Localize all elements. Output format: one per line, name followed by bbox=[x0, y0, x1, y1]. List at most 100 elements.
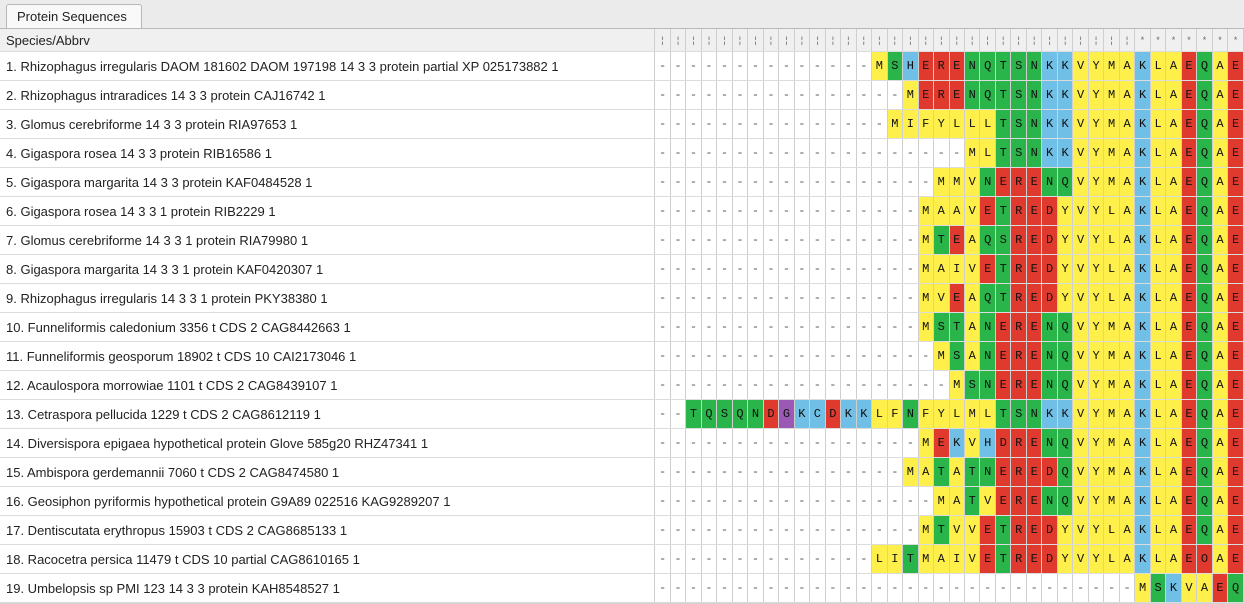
species-cell[interactable]: 11. Funneliformis geosporum 18902 t CDS … bbox=[0, 342, 655, 371]
residue-cell: N bbox=[1042, 487, 1057, 516]
residue-cell: K bbox=[1135, 371, 1150, 400]
residue-cell: N bbox=[1042, 342, 1057, 371]
residue-cell: - bbox=[655, 197, 670, 226]
residue-cell: L bbox=[1150, 52, 1165, 81]
species-cell[interactable]: 15. Ambispora gerdemannii 7060 t CDS 2 C… bbox=[0, 458, 655, 487]
residue-cell: T bbox=[995, 255, 1010, 284]
residue-cell: - bbox=[717, 255, 732, 284]
residue-cell: A bbox=[934, 197, 949, 226]
residue-cell: Y bbox=[1088, 226, 1103, 255]
species-cell[interactable]: 1. Rhizophagus irregularis DAOM 181602 D… bbox=[0, 52, 655, 81]
species-cell[interactable]: 8. Gigaspora margarita 14 3 3 1 protein … bbox=[0, 255, 655, 284]
residue-cell: - bbox=[810, 429, 825, 458]
residue-cell: - bbox=[841, 284, 856, 313]
residue-cell: M bbox=[918, 226, 933, 255]
residue-cell: E bbox=[1181, 371, 1196, 400]
species-cell[interactable]: 18. Racocetra persica 11479 t CDS 10 par… bbox=[0, 545, 655, 574]
residue-cell: M bbox=[949, 371, 964, 400]
residue-cell: I bbox=[887, 545, 902, 574]
residue-cell: - bbox=[763, 168, 778, 197]
residue-cell: Y bbox=[1088, 313, 1103, 342]
residue-cell: - bbox=[872, 429, 887, 458]
species-cell[interactable]: 13. Cetraspora pellucida 1229 t CDS 2 CA… bbox=[0, 400, 655, 429]
residue-cell: - bbox=[1073, 574, 1088, 603]
species-cell[interactable]: 6. Gigaspora rosea 14 3 3 1 protein RIB2… bbox=[0, 197, 655, 226]
residue-cell: - bbox=[887, 458, 902, 487]
residue-cell: - bbox=[732, 545, 747, 574]
residue-cell: F bbox=[918, 110, 933, 139]
residue-cell: - bbox=[686, 487, 701, 516]
tab-protein-sequences[interactable]: Protein Sequences bbox=[6, 4, 142, 28]
residue-cell: - bbox=[887, 429, 902, 458]
residue-cell: Y bbox=[1057, 197, 1072, 226]
residue-cell: - bbox=[918, 371, 933, 400]
residue-cell: Q bbox=[1197, 197, 1212, 226]
residue-cell: A bbox=[1119, 313, 1134, 342]
residue-cell: - bbox=[856, 342, 871, 371]
residue-cell: K bbox=[856, 400, 871, 429]
residue-cell: A bbox=[1212, 139, 1227, 168]
ruler-col: ¦ bbox=[964, 29, 979, 52]
residue-cell: - bbox=[748, 516, 763, 545]
species-cell[interactable]: 2. Rhizophagus intraradices 14 3 3 prote… bbox=[0, 81, 655, 110]
species-cell[interactable]: 3. Glomus cerebriforme 14 3 3 protein RI… bbox=[0, 110, 655, 139]
residue-cell: K bbox=[1135, 52, 1150, 81]
residue-cell: - bbox=[717, 371, 732, 400]
residue-cell: V bbox=[1073, 487, 1088, 516]
residue-cell: R bbox=[1011, 284, 1026, 313]
species-cell[interactable]: 16. Geosiphon pyriformis hypothetical pr… bbox=[0, 487, 655, 516]
residue-cell: - bbox=[872, 313, 887, 342]
residue-cell: - bbox=[763, 197, 778, 226]
residue-cell: A bbox=[1166, 516, 1181, 545]
residue-cell: - bbox=[887, 168, 902, 197]
residue-cell: A bbox=[949, 458, 964, 487]
residue-cell: Y bbox=[1088, 52, 1103, 81]
residue-cell: - bbox=[841, 574, 856, 603]
ruler-col: ¦ bbox=[841, 29, 856, 52]
residue-cell: - bbox=[825, 110, 840, 139]
residue-cell: M bbox=[1104, 168, 1119, 197]
residue-cell: - bbox=[717, 110, 732, 139]
species-cell[interactable]: 9. Rhizophagus irregularis 14 3 3 1 prot… bbox=[0, 284, 655, 313]
residue-cell: K bbox=[1135, 110, 1150, 139]
species-cell[interactable]: 10. Funneliformis caledonium 3356 t CDS … bbox=[0, 313, 655, 342]
residue-cell: - bbox=[825, 458, 840, 487]
residue-cell: E bbox=[918, 81, 933, 110]
residue-cell: M bbox=[964, 139, 979, 168]
residue-cell: M bbox=[1104, 52, 1119, 81]
species-cell[interactable]: 4. Gigaspora rosea 14 3 3 protein RIB165… bbox=[0, 139, 655, 168]
species-cell[interactable]: 12. Acaulospora morrowiae 1101 t CDS 2 C… bbox=[0, 371, 655, 400]
residue-cell: E bbox=[1026, 545, 1041, 574]
species-cell[interactable]: 7. Glomus cerebriforme 14 3 3 1 protein … bbox=[0, 226, 655, 255]
residue-cell: - bbox=[779, 226, 794, 255]
residue-cell: - bbox=[670, 458, 685, 487]
residue-cell: - bbox=[903, 342, 918, 371]
residue-cell: A bbox=[934, 545, 949, 574]
residue-cell: E bbox=[1181, 139, 1196, 168]
species-cell[interactable]: 19. Umbelopsis sp PMI 123 14 3 3 protein… bbox=[0, 574, 655, 603]
residue-cell: L bbox=[1104, 255, 1119, 284]
species-cell[interactable]: 14. Diversispora epigaea hypothetical pr… bbox=[0, 429, 655, 458]
species-cell[interactable]: 17. Dentiscutata erythropus 15903 t CDS … bbox=[0, 516, 655, 545]
residue-cell: - bbox=[934, 371, 949, 400]
residue-cell: V bbox=[1073, 284, 1088, 313]
residue-cell: - bbox=[763, 545, 778, 574]
residue-cell: - bbox=[763, 342, 778, 371]
residue-cell: A bbox=[1212, 545, 1227, 574]
residue-cell: - bbox=[825, 284, 840, 313]
residue-cell: - bbox=[779, 110, 794, 139]
residue-cell: - bbox=[887, 81, 902, 110]
residue-cell: K bbox=[1135, 255, 1150, 284]
residue-cell: E bbox=[995, 371, 1010, 400]
residue-cell: A bbox=[1212, 168, 1227, 197]
species-header[interactable]: Species/Abbrv bbox=[0, 29, 655, 52]
residue-cell: N bbox=[964, 52, 979, 81]
residue-cell: I bbox=[903, 110, 918, 139]
residue-cell: - bbox=[794, 429, 809, 458]
residue-cell: V bbox=[964, 429, 979, 458]
residue-cell: E bbox=[1181, 545, 1196, 574]
residue-cell: T bbox=[995, 81, 1010, 110]
species-cell[interactable]: 5. Gigaspora margarita 14 3 3 protein KA… bbox=[0, 168, 655, 197]
residue-cell: E bbox=[1026, 516, 1041, 545]
residue-cell: V bbox=[1073, 313, 1088, 342]
